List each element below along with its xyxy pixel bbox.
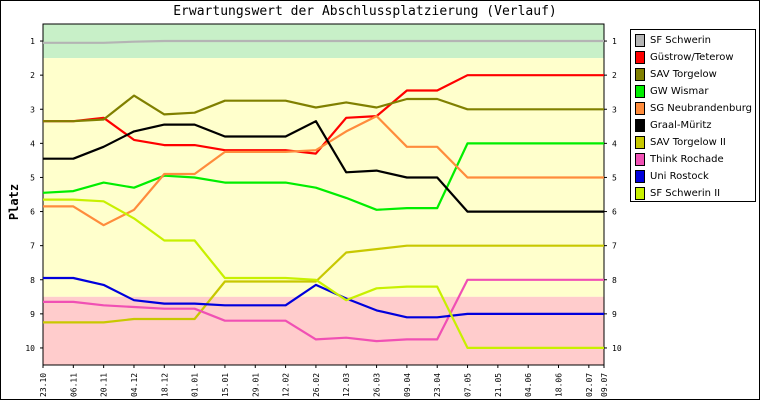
y-tick-label-right: 9 [612, 310, 617, 319]
legend-item: SF Schwerin II [631, 185, 755, 202]
y-tick-label-right: 3 [612, 105, 617, 114]
legend-label: SAV Torgelow II [650, 137, 726, 148]
y-tick-label-right: 2 [612, 71, 617, 80]
series-line-8 [43, 276, 604, 319]
x-tick-label: 06.11 [69, 373, 78, 397]
legend-item: Think Rochade [631, 151, 755, 168]
legend-swatch [635, 51, 645, 64]
y-tick-label-right: 5 [612, 173, 617, 182]
series-line-9 [43, 198, 604, 349]
legend-label: Güstrow/Teterow [650, 52, 734, 63]
legend-label: Think Rochade [650, 154, 724, 165]
y-tick-label-left: 10 [25, 344, 35, 353]
legend-item: Uni Rostock [631, 168, 755, 185]
y-tick-label-right: 10 [612, 344, 622, 353]
legend-label: SF Schwerin II [650, 188, 721, 199]
chart-title: Erwartungswert der Abschlussplatzierung … [173, 4, 557, 19]
legend-label: Graal-Müritz [650, 120, 712, 131]
legend-swatch [635, 170, 645, 183]
y-tick-label-left: 1 [30, 37, 35, 46]
y-tick-label-left: 6 [30, 208, 35, 217]
legend-item: Graal-Müritz [631, 117, 755, 134]
legend-swatch [635, 102, 645, 115]
x-tick-label: 21.05 [494, 373, 503, 397]
x-tick-label: 12.02 [282, 373, 291, 397]
series-line-7 [43, 278, 604, 343]
legend-item: SG Neubrandenburg [631, 100, 755, 117]
legend-label: Uni Rostock [650, 171, 709, 182]
series-line-6 [43, 244, 604, 324]
y-tick-label-left: 5 [30, 173, 35, 182]
x-tick-label: 18.12 [160, 373, 169, 397]
legend-label: SG Neubrandenburg [650, 103, 752, 114]
series-line-4 [43, 114, 604, 227]
x-tick-label: 20.11 [100, 373, 109, 397]
x-tick-label: 15.01 [221, 373, 230, 397]
y-tick-label-left: 2 [30, 71, 35, 80]
x-tick-label: 09.04 [403, 373, 412, 397]
legend-item: SAV Torgelow II [631, 134, 755, 151]
y-tick-label-left: 3 [30, 105, 35, 114]
legend-swatch [635, 34, 645, 47]
legend-item: Güstrow/Teterow [631, 49, 755, 66]
legend-swatch [635, 153, 645, 166]
x-tick-label: 18.06 [555, 373, 564, 397]
x-tick-label: 01.01 [191, 373, 200, 397]
series-line-0 [43, 39, 604, 44]
x-tick-label: 12.03 [342, 373, 351, 397]
legend-item: SAV Torgelow [631, 66, 755, 83]
x-tick-label: 23.10 [39, 373, 48, 397]
legend-label: SF Schwerin [650, 35, 712, 46]
legend-label: SAV Torgelow [650, 69, 717, 80]
y-tick-label-right: 4 [612, 139, 617, 148]
y-tick-label-left: 8 [30, 276, 35, 285]
series-line-1 [43, 74, 604, 155]
plot-border [42, 23, 605, 366]
x-tick-label: 29.01 [251, 373, 260, 397]
series-line-3 [42, 142, 604, 211]
legend-swatch [635, 68, 645, 81]
legend-swatch [635, 187, 645, 200]
legend-item: GW Wismar [631, 83, 755, 100]
legend-swatch [635, 119, 645, 132]
y-tick-label-right: 8 [612, 276, 617, 285]
x-tick-label: 07.05 [464, 373, 473, 397]
legend-label: GW Wismar [650, 86, 709, 97]
x-tick-label: 04.12 [130, 373, 139, 397]
x-tick-label: 09.07 [600, 373, 609, 397]
series-line-2 [43, 94, 604, 123]
y-tick-label-left: 7 [30, 242, 35, 251]
legend-swatch [635, 136, 645, 149]
y-tick-label-right: 7 [612, 242, 617, 251]
x-tick-label: 02.07 [585, 373, 594, 397]
y-tick-label-left: 9 [30, 310, 35, 319]
x-tick-label: 04.06 [524, 373, 533, 397]
x-tick-label: 26.02 [312, 373, 321, 397]
legend-item: SF Schwerin [631, 32, 755, 49]
legend: SF Schwerin Güstrow/Teterow SAV Torgelow GW… [630, 29, 756, 202]
y-tick-label-left: 4 [30, 139, 35, 148]
series-line-5 [43, 120, 604, 213]
y-tick-label-right: 6 [612, 208, 617, 217]
y-tick-label-right: 1 [612, 37, 617, 46]
x-tick-label: 26.03 [373, 373, 382, 397]
legend-swatch [635, 85, 645, 98]
x-tick-label: 23.04 [433, 373, 442, 397]
